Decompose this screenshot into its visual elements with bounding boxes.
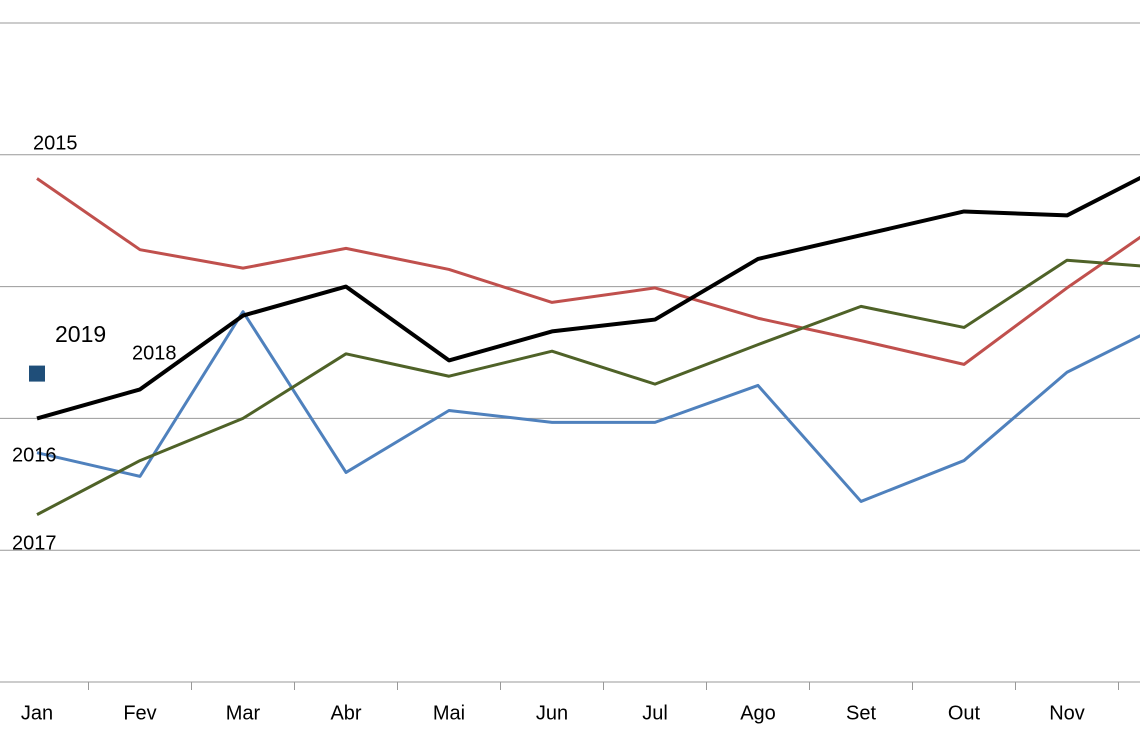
- x-tick-label: Out: [948, 702, 981, 724]
- x-tick-label: Mai: [433, 702, 465, 724]
- x-tick-label: Fev: [123, 702, 156, 724]
- marker: [29, 365, 45, 382]
- x-tick-label: Jul: [642, 702, 668, 724]
- series-label: 2016: [12, 444, 57, 466]
- x-tick-label: Mar: [226, 702, 261, 724]
- x-tick-label: Abr: [330, 702, 361, 724]
- series-label: 2017: [12, 532, 57, 554]
- series-line: [36, 175, 1140, 421]
- series-label: 2018: [132, 342, 177, 364]
- series-line: [36, 258, 1140, 516]
- series-line: [36, 177, 1140, 366]
- x-tick-label: Set: [846, 702, 876, 724]
- x-tick-label: Jan: [21, 702, 53, 724]
- series-label: 2019: [55, 321, 106, 347]
- x-tick-label: Nov: [1049, 702, 1085, 724]
- series-line: [36, 310, 1140, 503]
- x-tick-label: Jun: [536, 702, 568, 724]
- x-tick-label: Ago: [740, 702, 776, 724]
- series-label: 2015: [33, 132, 78, 154]
